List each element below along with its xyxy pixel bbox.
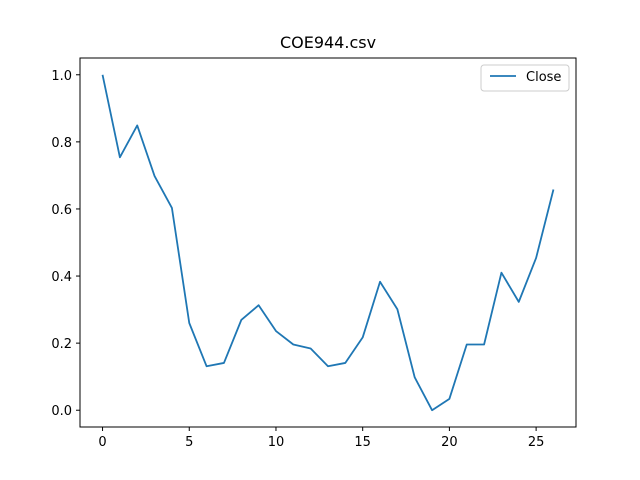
legend-box	[480, 64, 570, 92]
x-tick-label: 5	[185, 435, 193, 450]
series-line-close	[101, 74, 555, 412]
legend: Close	[480, 64, 570, 92]
x-tick-label: 25	[528, 435, 545, 450]
y-tick-label: 0.2	[51, 337, 72, 352]
y-tick-label: 1.0	[51, 69, 72, 84]
y-tick-label: 0.8	[51, 136, 72, 151]
chart-title: COE944.csv	[280, 33, 376, 52]
x-tick-label: 15	[354, 435, 371, 450]
series-layer	[101, 74, 555, 412]
y-tick-label: 0.4	[51, 270, 72, 285]
x-axis: 0 5 10 15 20 25	[98, 427, 544, 450]
x-tick-label: 0	[98, 435, 106, 450]
x-tick-label: 20	[441, 435, 458, 450]
y-axis: 0.0 0.2 0.4 0.6 0.8 1.0	[51, 69, 80, 419]
legend-label-close: Close	[526, 70, 561, 85]
y-tick-label: 0.6	[51, 203, 72, 218]
y-tick-label: 0.0	[51, 404, 72, 419]
x-tick-label: 10	[268, 435, 285, 450]
plot-area	[79, 57, 577, 428]
